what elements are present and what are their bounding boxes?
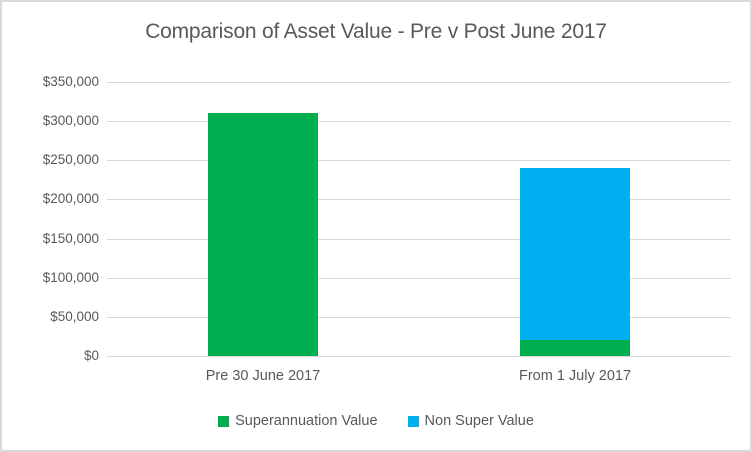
x-category-label: Pre 30 June 2017 <box>205 368 321 384</box>
gridline <box>107 317 731 318</box>
legend: Superannuation Value Non Super Value <box>2 413 750 429</box>
y-tick-label: $350,000 <box>42 74 99 89</box>
gridline <box>107 82 731 83</box>
y-tick-label: $50,000 <box>50 309 99 324</box>
y-tick-label: $0 <box>83 348 99 363</box>
legend-item-non-super-value: Non Super Value <box>407 413 534 429</box>
chart-title: Comparison of Asset Value - Pre v Post J… <box>145 20 607 43</box>
gridline <box>107 160 731 161</box>
legend-swatch-icon <box>407 415 419 427</box>
legend-swatch-icon <box>218 415 230 427</box>
y-tick-label: $200,000 <box>42 191 99 206</box>
y-tick-label: $250,000 <box>42 152 99 167</box>
bar-segment-superannuation-value <box>520 340 630 356</box>
gridline <box>107 278 731 279</box>
y-tick-label: $100,000 <box>42 270 99 285</box>
y-axis: $0 $50,000 $100,000 $150,000 $200,000 $250,00… <box>2 2 99 450</box>
bar-1 <box>208 113 318 356</box>
legend-label: Non Super Value <box>424 413 534 429</box>
gridline <box>107 356 731 357</box>
x-axis: Pre 30 June 2017 From 1 July 2017 <box>107 368 731 388</box>
plot-area <box>107 82 731 357</box>
bar-2 <box>520 168 630 356</box>
gridline <box>107 121 731 122</box>
legend-item-superannuation-value: Superannuation Value <box>218 413 378 429</box>
gridline <box>107 239 731 240</box>
bar-segment-superannuation-value <box>208 113 318 356</box>
bar-segment-non-super-value <box>520 168 630 341</box>
legend-label: Superannuation Value <box>235 413 378 429</box>
x-category-label: From 1 July 2017 <box>518 368 632 384</box>
y-tick-label: $150,000 <box>42 231 99 246</box>
gridline <box>107 199 731 200</box>
y-tick-label: $300,000 <box>42 113 99 128</box>
